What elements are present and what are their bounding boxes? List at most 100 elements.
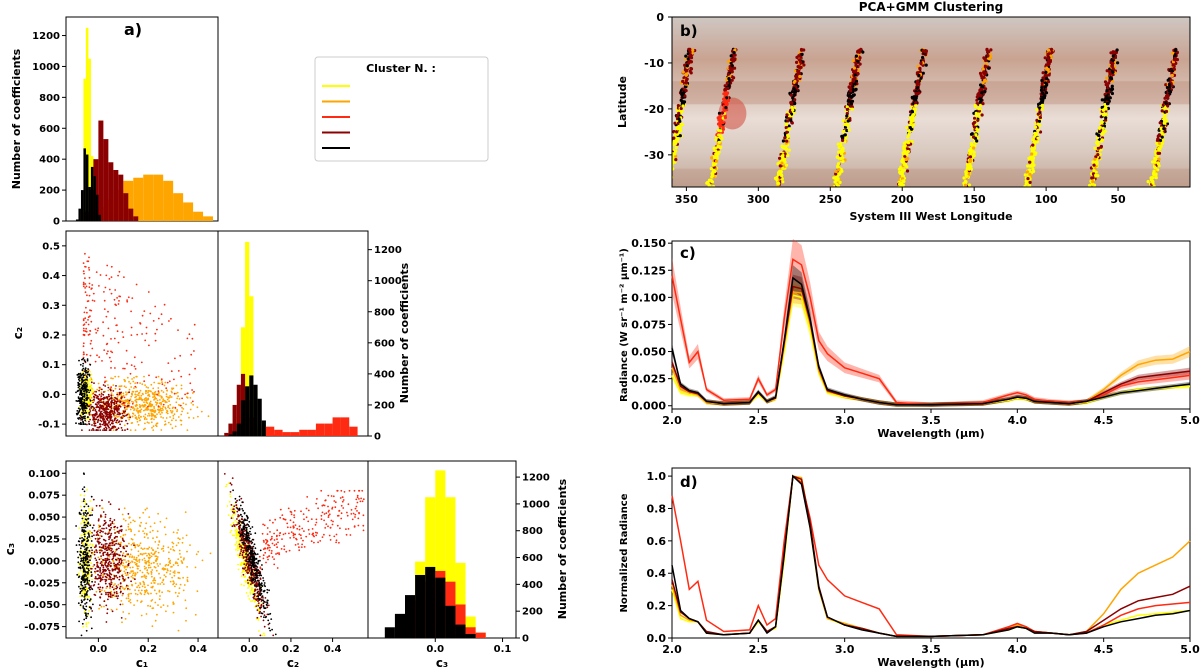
scatter-c1c2-point <box>132 406 135 409</box>
hist-c1-bar <box>85 154 89 221</box>
scatter-c1c3-point <box>79 569 82 572</box>
hist-c1-bar <box>85 27 89 222</box>
scatter-c1c3-point <box>101 547 104 549</box>
scatter-c1c2-point <box>87 416 89 418</box>
scatter-c1c2-point <box>131 378 134 380</box>
scatter-c2c3-point <box>235 523 238 526</box>
scatter-c1c2-point <box>154 424 157 427</box>
scatter-c1c2-point <box>117 375 120 378</box>
scatter-c2c3-point <box>327 514 330 517</box>
scatter-c2c3-point <box>327 505 329 508</box>
scatter-c1c3-point <box>113 522 115 525</box>
scatter-c1c3-point <box>167 563 170 566</box>
hist-c1-ytick-label: 1000 <box>32 62 60 73</box>
scatter-c1c3-point <box>80 601 83 604</box>
scatter-c1c3-point <box>85 625 88 628</box>
scatter-c1c2-point <box>77 411 80 414</box>
hist-c1-ytick-label: 200 <box>39 186 60 197</box>
scatter-c2c3-point <box>354 507 357 510</box>
scatter-c2c3-point <box>298 533 301 536</box>
scatter-c2c3-point <box>276 546 278 549</box>
scatter-c1c3-point <box>123 579 126 582</box>
scatter-c1c3-point <box>119 543 121 546</box>
scatter-c2c3-point <box>243 542 246 545</box>
scatter-c1c2-point <box>103 409 105 411</box>
scatter-c2c3-point <box>329 539 332 541</box>
scatter-c2c3-point <box>263 607 266 610</box>
scatter-c2c3-point <box>236 549 239 552</box>
scatter-c1c2-point <box>110 392 113 394</box>
scatter-c1c2-point <box>171 419 173 422</box>
scatter-c1c2-point <box>116 398 119 400</box>
scatter-c1c2-point <box>88 282 91 285</box>
scatter-c1c2-point <box>91 284 94 286</box>
scatter-c2c3-point <box>238 540 240 543</box>
scatter-c1c3-point <box>83 591 86 594</box>
scatter-c1c3-point <box>133 604 136 606</box>
hist-c3-bar <box>465 627 476 638</box>
scatter-c1c3-point <box>127 597 130 600</box>
scatter-c2c3-point <box>270 537 273 540</box>
scatter-c1c3-point <box>85 509 87 512</box>
scatter-c2c3-point <box>243 533 246 535</box>
scatter-c1c3-point <box>90 507 93 509</box>
scatter-c2c3-point <box>339 497 342 499</box>
scatter-c1c3-point <box>89 555 92 557</box>
scatter-c1c2-point <box>94 409 97 411</box>
scatter-c1c2-point <box>189 397 192 399</box>
scatter-c1c3-point <box>124 533 127 536</box>
scatter-c1c3-point <box>158 598 161 601</box>
scatter-c1c3-point <box>98 558 101 561</box>
scatter-c1c3-point <box>93 534 95 537</box>
scatter-c2c3-point <box>259 634 262 637</box>
scatter-c1c2-point <box>105 417 108 420</box>
scatter-c1c3-point <box>85 549 88 552</box>
scatter-c1c2-point <box>184 393 187 396</box>
scatter-c1c3-point <box>146 589 148 592</box>
scatter-c1c2-point <box>119 295 122 298</box>
scatter-c2c3-point <box>328 513 331 516</box>
scatter-c2c3-point <box>324 527 327 529</box>
scatter-c1c3-point <box>184 599 187 602</box>
scatter-c1c2-point <box>108 398 111 401</box>
scatter-c1c2-point <box>128 418 131 421</box>
scatter-c1c3-point <box>156 530 159 533</box>
scatter-c1c3-point <box>101 578 104 581</box>
scatter-c1c3-point <box>106 559 109 561</box>
scatter-c1c3-point <box>163 567 166 570</box>
scatter-c1c2-point <box>88 269 91 271</box>
scatter-c1c3-point <box>149 605 152 608</box>
scatter-c1c3-point <box>120 541 122 544</box>
scatter-c1c3-point <box>136 565 139 567</box>
track-point <box>667 176 670 179</box>
scatter-c2c3-point <box>268 589 270 592</box>
scatter-c1c3-point <box>85 515 87 517</box>
scatter-c1c2-point <box>156 393 159 396</box>
scatter-c1c2-point <box>108 278 111 280</box>
scatter-c1c2-point <box>160 416 163 418</box>
scatter-c1c2-point <box>107 386 110 389</box>
scatter-c1c2-point <box>124 399 126 402</box>
scatter-c2c3-point <box>251 541 254 544</box>
scatter-c2c3-point <box>298 528 301 531</box>
scatter-c1c2-point <box>78 359 80 362</box>
scatter-c1c3-point <box>109 593 112 596</box>
scatter-c1c2-point <box>102 393 105 396</box>
scatter-c1c3-point <box>77 566 80 569</box>
scatter-c1c2-point <box>119 405 122 408</box>
scatter-c1c3-point <box>154 601 157 604</box>
scatter-c1c2-point <box>191 392 194 394</box>
scatter-c1c2-point <box>136 390 139 393</box>
scatter-c1c3-point <box>101 549 103 552</box>
scatter-c1c3-point <box>165 563 168 566</box>
scatter-c1c2-point <box>109 397 112 400</box>
scatter-c1c2-point <box>83 359 86 362</box>
scatter-c1c2-point <box>138 419 141 422</box>
scatter-c1c3-point <box>144 590 147 593</box>
scatter-c1c2-point <box>152 410 155 413</box>
scatter-c2c3-point <box>238 556 241 558</box>
scatter-c1c3-point <box>117 595 120 597</box>
hist-c3-bar <box>405 595 416 638</box>
scatter-c1c2-point <box>142 404 145 407</box>
scatter-c1c2-point <box>88 266 90 269</box>
